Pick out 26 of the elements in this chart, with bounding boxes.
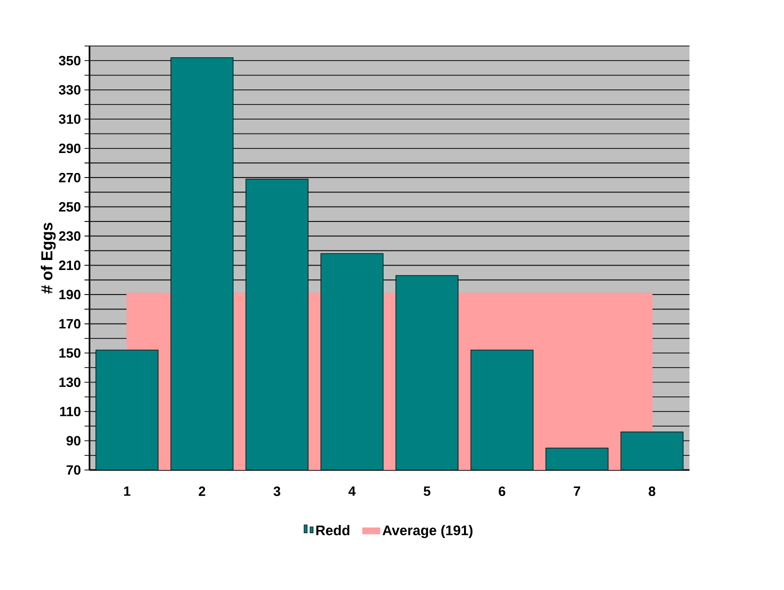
- x-tick-label: 8: [648, 486, 656, 496]
- x-tick-label: 2: [198, 486, 206, 496]
- y-tick-label: 230: [59, 231, 80, 241]
- y-tick-label: 110: [60, 406, 80, 416]
- x-tick-label: 6: [498, 486, 506, 496]
- legend-label: Average (191): [382, 525, 472, 538]
- y-tick-label: 150: [59, 348, 80, 358]
- y-tick-label: 130: [59, 378, 80, 388]
- x-tick-label: 7: [574, 486, 580, 496]
- y-tick-label: 190: [59, 290, 80, 300]
- y-tick-label: 330: [58, 85, 80, 95]
- legend-label: Redd: [316, 525, 350, 536]
- x-tick-label: 1: [124, 486, 130, 496]
- y-axis-title: # of Eggs: [40, 222, 56, 294]
- x-tick-label: 5: [424, 486, 430, 496]
- y-tick-label: 270: [59, 172, 80, 182]
- y-tick-label: 170: [59, 319, 80, 329]
- y-tick-label: 210: [59, 260, 80, 270]
- x-tick-label: 4: [348, 486, 356, 496]
- y-tick-label: 90: [66, 436, 80, 446]
- y-tick-label: 290: [59, 144, 80, 154]
- y-tick-label: 350: [58, 56, 80, 66]
- y-tick-label: 310: [58, 114, 80, 124]
- y-tick-label: 250: [59, 202, 80, 212]
- y-tick-label: 70: [66, 465, 80, 475]
- x-tick-label: 3: [274, 486, 280, 496]
